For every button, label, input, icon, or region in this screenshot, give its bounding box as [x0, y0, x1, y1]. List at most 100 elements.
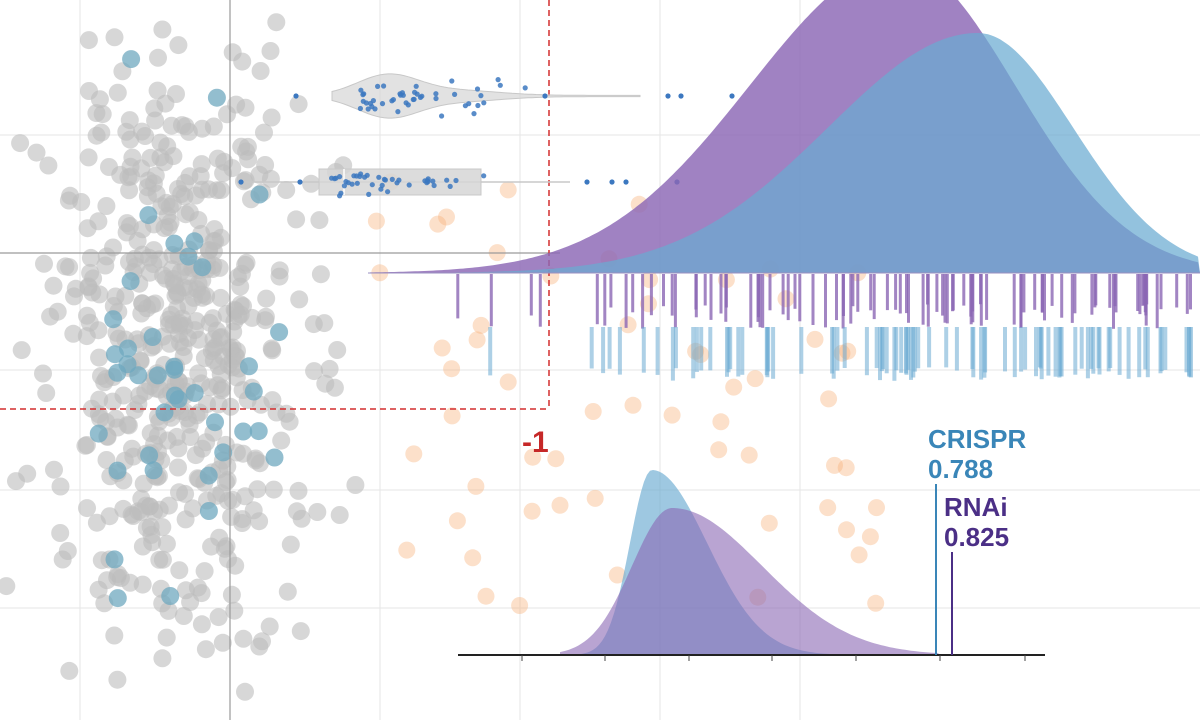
violin-point	[478, 93, 484, 99]
scatter-point-gray	[257, 289, 276, 308]
rug-tick-crispr	[1158, 327, 1163, 374]
rug-tick-rnai	[757, 274, 760, 318]
scatter-point-orange	[826, 456, 843, 474]
density-rnai-small	[560, 508, 940, 655]
scatter-point-orange	[448, 512, 466, 530]
violin-point	[360, 92, 366, 98]
scatter-point-gray	[212, 484, 231, 503]
rug-tick-crispr	[589, 327, 594, 369]
violin-point	[497, 82, 503, 88]
scatter-point-gray	[262, 339, 281, 358]
scatter-point-orange	[624, 396, 642, 414]
rug-tick-crispr	[694, 327, 699, 372]
scatter-point-orange	[839, 342, 857, 360]
scatter-point-gray	[90, 285, 109, 304]
scatter-point-gray	[141, 517, 160, 536]
scatter-point-gray	[64, 324, 83, 343]
scatter-point-orange	[867, 594, 885, 612]
rug-tick-rnai	[703, 274, 707, 306]
density-crispr-large	[370, 33, 1200, 273]
scatter-point-blue	[143, 328, 162, 346]
violin-point	[471, 111, 477, 117]
rug-tick-rnai	[1112, 274, 1115, 329]
rug-tick-crispr	[607, 327, 612, 369]
scatter-point-gray	[214, 164, 233, 183]
scatter-point-blue	[207, 88, 226, 107]
scatter-point-gray	[153, 649, 172, 668]
violin-point	[405, 102, 411, 108]
scatter-point-gray	[103, 392, 122, 411]
box-point	[406, 182, 412, 188]
rug-tick-crispr	[1057, 327, 1062, 378]
scatter-point-gray	[236, 171, 255, 190]
rug-tick-crispr	[1184, 327, 1189, 373]
violin-point	[412, 89, 418, 95]
scatter-point-blue	[139, 206, 158, 225]
rug-tick-rnai	[835, 274, 838, 321]
scatter-point-orange	[443, 360, 461, 378]
scatter-point-orange	[746, 370, 764, 388]
scatter-point-gray	[105, 28, 124, 47]
scatter-point-gray	[222, 585, 241, 604]
scatter-point-gray	[199, 180, 218, 199]
scatter-point-orange	[405, 445, 423, 463]
scatter-point-gray	[236, 255, 255, 274]
scatter-point-gray	[108, 83, 127, 102]
scatter-point-gray	[27, 143, 46, 162]
scatter-point-gray	[192, 155, 211, 174]
scatter-point-gray	[44, 276, 63, 295]
scatter-point-blue	[165, 234, 184, 253]
rug-tick-rnai	[793, 274, 797, 309]
scatter-point-blue	[118, 355, 137, 374]
scatter-point-gray	[124, 507, 143, 525]
rug-tick-rnai	[456, 274, 460, 319]
scatter-point-blue	[129, 366, 148, 385]
rug-tick-rnai	[624, 274, 628, 328]
scatter-point-gray	[193, 119, 212, 138]
scatter-point-orange	[551, 496, 569, 514]
rug-tick-rnai	[869, 274, 873, 311]
violin-outlier	[678, 93, 684, 99]
rug-tick-rnai	[798, 274, 802, 322]
box-point	[431, 182, 437, 189]
threshold-lines	[0, 0, 550, 410]
scatter-point-gray	[179, 296, 198, 315]
scatter-point-gray	[171, 263, 190, 282]
rug-tick-rnai	[761, 274, 765, 328]
rug-tick-crispr	[488, 327, 493, 376]
violin-point	[419, 93, 425, 99]
scatter-point-gray	[217, 537, 236, 556]
scatter-point-gray	[37, 384, 56, 402]
scatter-point-gray	[167, 85, 185, 103]
box-outlier	[609, 179, 615, 185]
scatter-point-gray	[236, 487, 254, 506]
rug-tick-crispr	[670, 327, 675, 381]
rug-tick-rnai	[921, 274, 925, 325]
rug-tick-crispr	[728, 327, 733, 370]
violin-point	[433, 95, 439, 102]
scatter-point-gray	[227, 95, 246, 114]
rug-tick-crispr	[1073, 327, 1078, 375]
scatter-point-gray	[267, 403, 286, 422]
rug-tick-rnai	[979, 274, 983, 326]
scatter-point-blue	[214, 443, 233, 462]
rug-tick-rnai	[529, 274, 533, 316]
scatter-point-blue	[244, 382, 263, 401]
scatter-point-gray	[277, 181, 296, 199]
rug-tick-crispr	[1023, 327, 1028, 370]
scatter-point-gray	[234, 297, 252, 316]
scatter-point-gray	[213, 633, 232, 652]
scatter-point-gray	[93, 105, 112, 124]
box-point	[389, 176, 395, 182]
box-point	[385, 189, 391, 195]
scatter-point-gray	[149, 426, 167, 445]
rug-tick-crispr	[1038, 327, 1043, 369]
scatter-point-orange	[429, 215, 447, 233]
scatter-point-blue	[270, 323, 289, 342]
rug-tick-crispr	[617, 327, 622, 375]
scatter-point-orange	[641, 271, 659, 289]
rug-tick-crispr	[740, 327, 745, 375]
scatter-point-blue	[234, 422, 253, 441]
rug-tick-crispr	[1187, 327, 1192, 376]
scatter-point-blue	[161, 587, 180, 605]
